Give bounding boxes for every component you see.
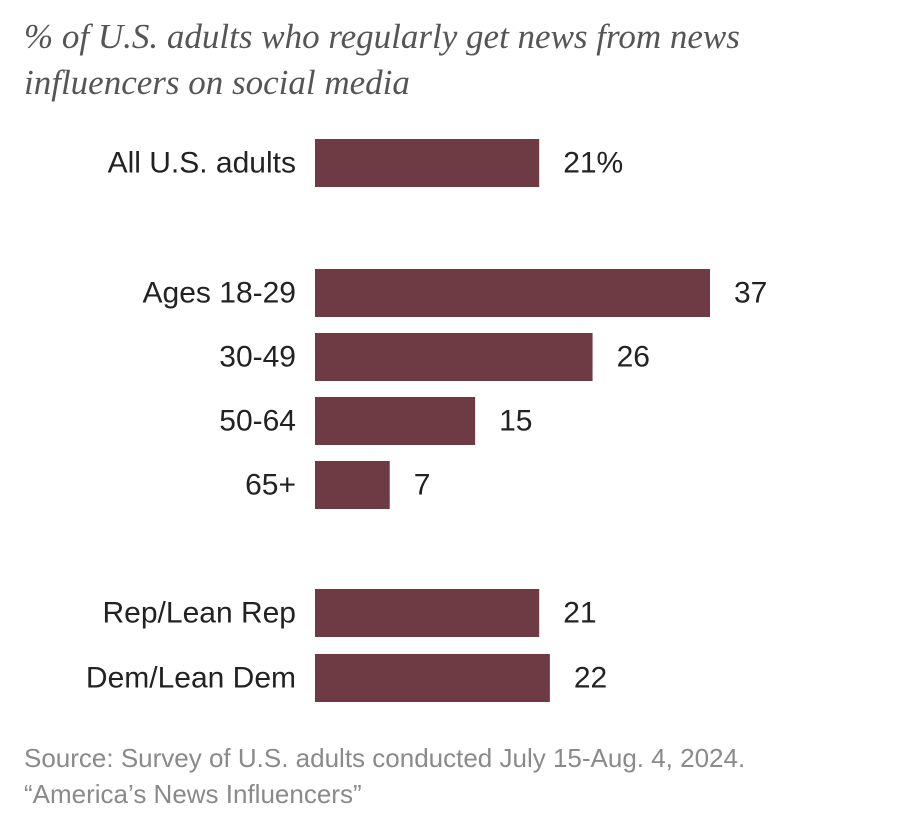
value-label-50-64: 15 [499,405,532,438]
category-label-rep-lean-rep: Rep/Lean Rep [103,597,296,630]
source-note: Source: Survey of U.S. adults conducted … [24,740,894,812]
value-label-rep-lean-rep: 21 [563,597,596,630]
source-line-1: Source: Survey of U.S. adults conducted … [24,743,746,773]
value-label-dem-lean-dem: 22 [574,662,607,695]
category-label-all-u-s-adults: All U.S. adults [108,147,296,180]
bar-50-64 [315,397,476,445]
bar-dem-lean-dem [315,654,550,702]
bar-ages-18-29 [315,269,710,317]
category-label-30-49: 30-49 [219,341,296,374]
source-line-2: “America’s News Influencers” [24,779,362,809]
value-label-30-49: 26 [617,341,650,374]
bar-all-u-s-adults [315,139,540,187]
category-label-ages-18-29: Ages 18-29 [143,277,296,310]
bar-65 [315,461,390,509]
value-label-ages-18-29: 37 [734,277,767,310]
value-label-all-u-s-adults: 21% [563,147,623,180]
value-label-65: 7 [414,469,431,502]
category-label-dem-lean-dem: Dem/Lean Dem [86,662,296,695]
bars-layer: All U.S. adults 21% Ages 18-29 37 30-49 26 50-… [86,139,767,702]
bar-rep-lean-rep [315,589,540,637]
bar-30-49 [315,333,593,381]
category-label-50-64: 50-64 [219,405,296,438]
chart-title: % of U.S. adults who regularly get news … [24,17,740,102]
category-label-65: 65+ [245,469,296,502]
